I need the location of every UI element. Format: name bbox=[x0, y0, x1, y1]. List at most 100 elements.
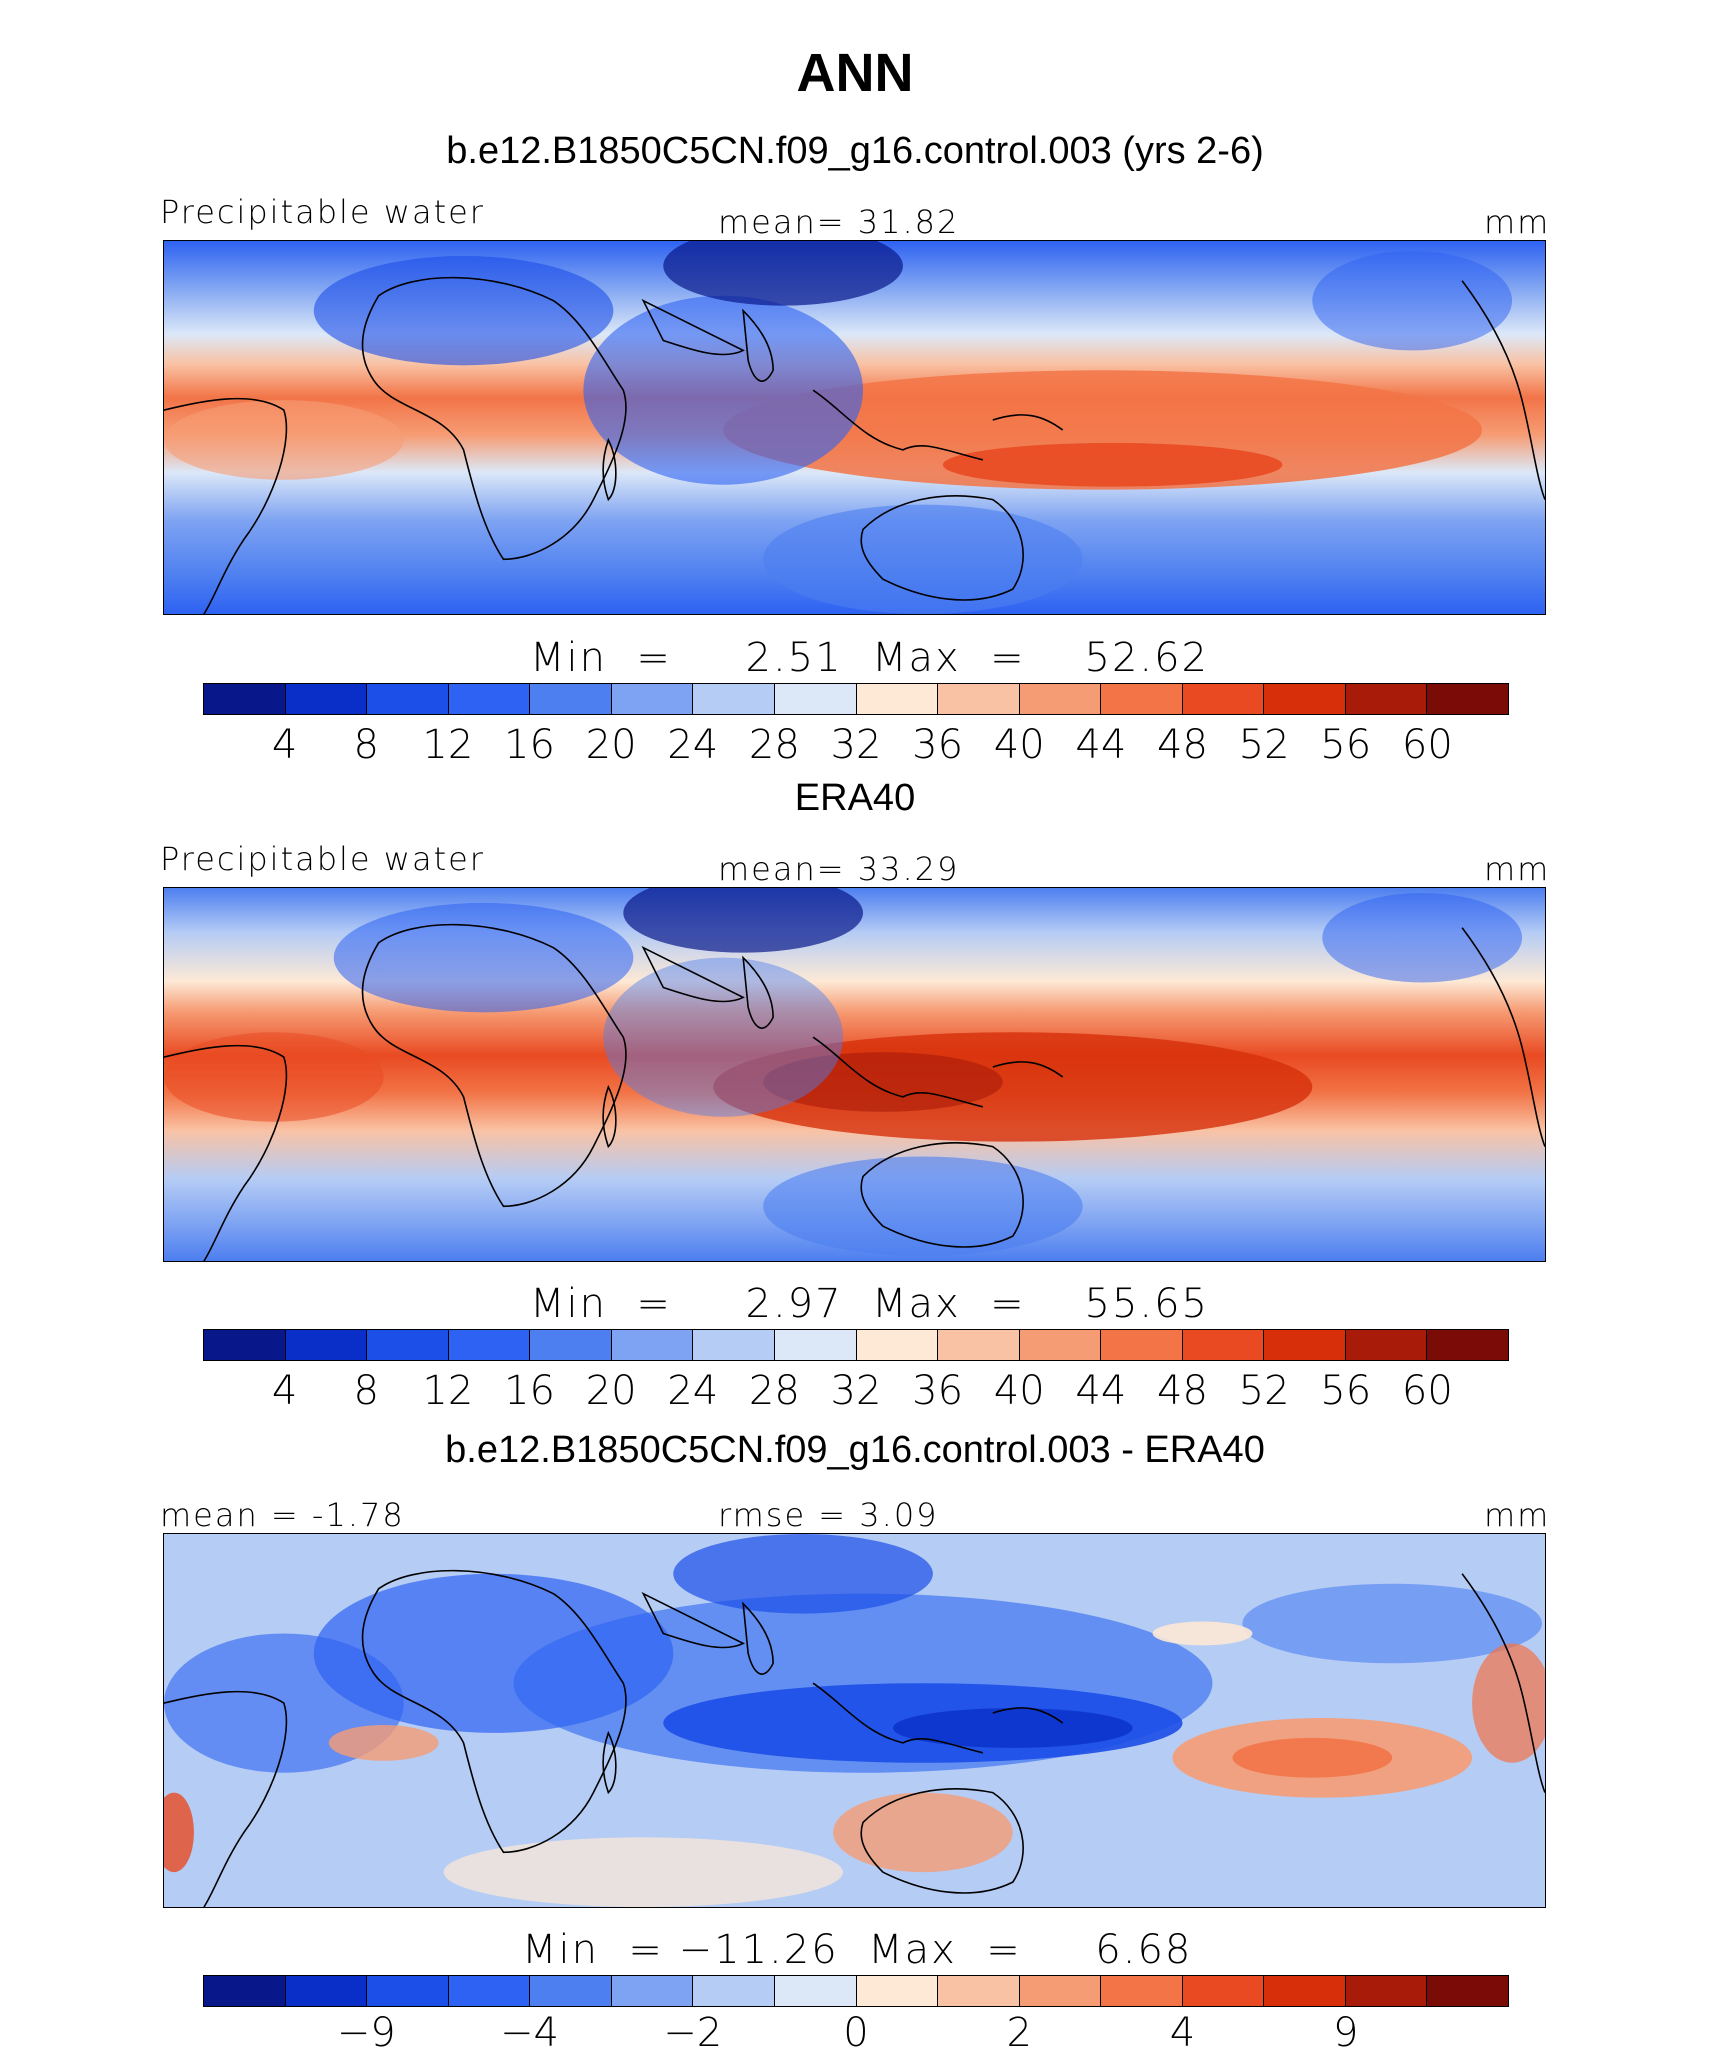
colorbar-box bbox=[611, 1976, 694, 2006]
panel-2-map bbox=[163, 887, 1546, 1262]
colorbar-box bbox=[1264, 1976, 1346, 2006]
colorbar-box bbox=[693, 1976, 775, 2006]
colorbar-tick-label: 48 bbox=[1157, 1368, 1208, 1414]
colorbar-box bbox=[1101, 684, 1183, 714]
colorbar-box bbox=[448, 684, 531, 714]
colorbar-box bbox=[285, 684, 368, 714]
colorbar-box bbox=[530, 684, 612, 714]
colorbar-box bbox=[856, 1330, 939, 1360]
colorbar-tick-label: 8 bbox=[353, 722, 379, 768]
colorbar-tick-label: 52 bbox=[1238, 722, 1290, 768]
colorbar-tick-label: 20 bbox=[585, 722, 637, 768]
panel-2-units-label: mm bbox=[1484, 850, 1551, 888]
colorbar-box bbox=[1427, 684, 1508, 714]
colorbar-tick-label: 4 bbox=[271, 722, 298, 768]
colorbar-box bbox=[204, 1330, 286, 1360]
panel-2-colorbar-ticks: 4 8 12 16 20 24 28 32 36 40 44 48 52 56 60 bbox=[0, 1368, 1710, 1418]
colorbar-tick-label: −4 bbox=[500, 2010, 559, 2056]
colorbar-box bbox=[693, 684, 775, 714]
colorbar-tick-label: 12 bbox=[422, 1368, 474, 1414]
colorbar-box bbox=[1182, 1330, 1265, 1360]
colorbar-box bbox=[367, 684, 449, 714]
colorbar-tick-label: 44 bbox=[1075, 1368, 1127, 1414]
colorbar-tick-label: 20 bbox=[585, 1368, 637, 1414]
colorbar-box bbox=[1019, 1330, 1102, 1360]
colorbar-tick-label: 48 bbox=[1157, 722, 1208, 768]
panel-3-colorbar-ticks: −9 −4 −2 0 2 4 9 bbox=[0, 2010, 1710, 2060]
panel-1-map bbox=[163, 240, 1546, 615]
colorbar-box bbox=[856, 1976, 939, 2006]
colorbar-box bbox=[774, 1330, 857, 1360]
panel-2-mean-label: mean= 33.29 bbox=[718, 850, 960, 888]
colorbar-box bbox=[448, 1976, 531, 2006]
colorbar-tick-label: 32 bbox=[830, 1368, 882, 1414]
colorbar-box bbox=[367, 1330, 449, 1360]
figure-title: ANN bbox=[796, 43, 914, 103]
colorbar-box bbox=[530, 1330, 612, 1360]
colorbar-box bbox=[611, 1330, 694, 1360]
panel-2-min-max: Min = 2.97 Max = 55.65 bbox=[530, 1281, 1209, 1327]
colorbar-box bbox=[611, 684, 694, 714]
colorbar-tick-label: 36 bbox=[912, 722, 964, 768]
panel-1-title: b.e12.B1850C5CN.f09_g16.control.003 (yrs… bbox=[446, 130, 1264, 172]
colorbar-box bbox=[774, 1976, 857, 2006]
colorbar-box bbox=[1101, 1976, 1183, 2006]
panel-1-units-label: mm bbox=[1484, 203, 1551, 241]
panel-3-rmse-label: rmse = 3.09 bbox=[718, 1496, 939, 1534]
panel-2-variable-label: Precipitable water bbox=[160, 840, 485, 878]
panel-1-colorbar bbox=[203, 683, 1509, 715]
panel-2-title: ERA40 bbox=[794, 777, 916, 819]
colorbar-box bbox=[1264, 1330, 1346, 1360]
colorbar-box bbox=[1345, 684, 1428, 714]
colorbar-tick-label: 4 bbox=[1169, 2010, 1196, 2056]
colorbar-tick-label: 40 bbox=[993, 722, 1045, 768]
colorbar-tick-label: 16 bbox=[504, 722, 555, 768]
colorbar-box bbox=[448, 1330, 531, 1360]
colorbar-tick-label: 52 bbox=[1238, 1368, 1290, 1414]
colorbar-box bbox=[204, 1976, 286, 2006]
colorbar-tick-label: 32 bbox=[830, 722, 882, 768]
colorbar-box bbox=[530, 1976, 612, 2006]
colorbar-tick-label: −9 bbox=[336, 2010, 396, 2056]
panel-2-colorbar bbox=[203, 1329, 1509, 1361]
colorbar-box bbox=[204, 684, 286, 714]
colorbar-tick-label: 60 bbox=[1401, 1368, 1453, 1414]
colorbar-box bbox=[1427, 1976, 1508, 2006]
colorbar-tick-label: 9 bbox=[1333, 2010, 1359, 2056]
colorbar-tick-label: 28 bbox=[748, 722, 800, 768]
panel-3-title: b.e12.B1850C5CN.f09_g16.control.003 - ER… bbox=[445, 1429, 1265, 1471]
panel-3-colorbar bbox=[203, 1975, 1509, 2007]
colorbar-box bbox=[285, 1976, 368, 2006]
colorbar-tick-label: 16 bbox=[504, 1368, 555, 1414]
colorbar-box bbox=[1019, 684, 1102, 714]
colorbar-tick-label: 60 bbox=[1401, 722, 1453, 768]
colorbar-box bbox=[1019, 1976, 1102, 2006]
colorbar-tick-label: 28 bbox=[748, 1368, 800, 1414]
colorbar-box bbox=[938, 1976, 1020, 2006]
colorbar-box bbox=[1345, 1330, 1428, 1360]
panel-3-min-max: Min = −11.26 Max = 6.68 bbox=[522, 1927, 1193, 1973]
colorbar-box bbox=[938, 684, 1020, 714]
colorbar-tick-label: 36 bbox=[912, 1368, 964, 1414]
colorbar-box bbox=[1101, 1330, 1183, 1360]
colorbar-tick-label: 4 bbox=[271, 1368, 298, 1414]
panel-3-map bbox=[163, 1533, 1546, 1908]
colorbar-tick-label: 56 bbox=[1320, 722, 1372, 768]
panel-1-colorbar-ticks: 4 8 12 16 20 24 28 32 36 40 44 48 52 56 60 bbox=[0, 722, 1710, 772]
panel-3-units-label: mm bbox=[1484, 1496, 1551, 1534]
colorbar-box bbox=[856, 684, 939, 714]
colorbar-tick-label: 8 bbox=[353, 1368, 379, 1414]
colorbar-box bbox=[1264, 684, 1346, 714]
panel-3-mean-label: mean = -1.78 bbox=[160, 1496, 405, 1534]
panel-1-mean-label: mean= 31.82 bbox=[718, 203, 960, 241]
colorbar-tick-label: 24 bbox=[667, 722, 719, 768]
colorbar-box bbox=[1182, 1976, 1265, 2006]
colorbar-box bbox=[693, 1330, 775, 1360]
colorbar-tick-label: 44 bbox=[1075, 722, 1127, 768]
colorbar-box bbox=[1182, 684, 1265, 714]
colorbar-box bbox=[1345, 1976, 1428, 2006]
panel-1-variable-label: Precipitable water bbox=[160, 193, 485, 231]
colorbar-box bbox=[285, 1330, 368, 1360]
colorbar-box bbox=[774, 684, 857, 714]
colorbar-tick-label: 24 bbox=[667, 1368, 719, 1414]
